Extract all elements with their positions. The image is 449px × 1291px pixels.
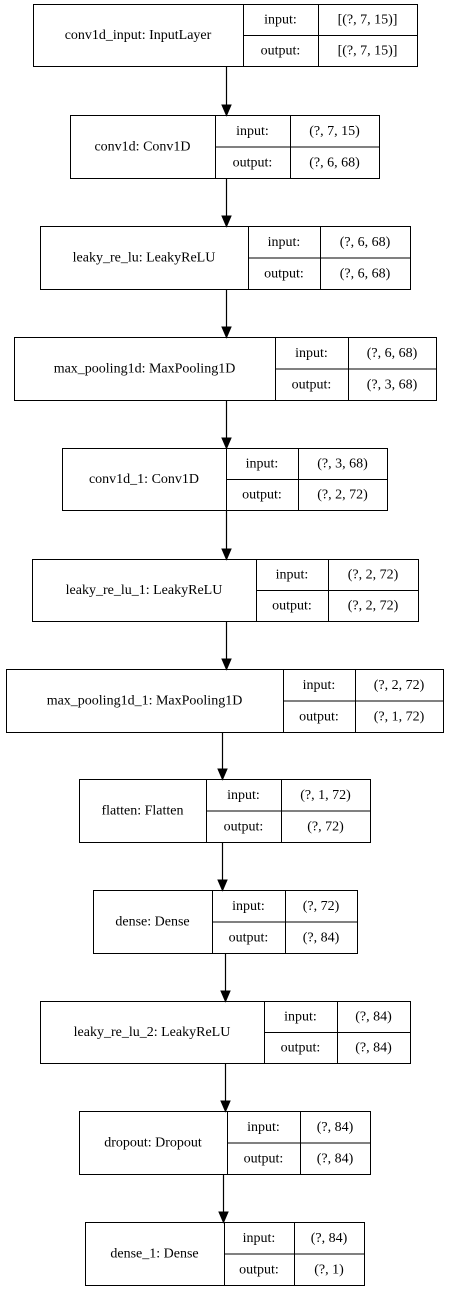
input-shape: (?, 84) <box>311 1231 348 1246</box>
arrowhead-icon <box>218 1211 229 1224</box>
input-label: input: <box>295 346 328 361</box>
layer-node: leaky_re_lu: LeakyReLU input: (?, 6, 68) ou… <box>40 226 411 290</box>
output-shape: (?, 3, 68) <box>367 377 418 392</box>
output-label: output: <box>244 1151 284 1166</box>
input-label: input: <box>232 899 265 914</box>
layer-node: flatten: Flatten input: (?, 1, 72) output: (… <box>79 779 371 843</box>
input-label: input: <box>243 1231 276 1246</box>
output-label: output: <box>224 819 264 834</box>
edge-arrow <box>221 67 232 117</box>
input-label: input: <box>268 235 301 250</box>
input-label: input: <box>247 1120 280 1135</box>
layer-name: dense_1: Dense <box>110 1247 198 1262</box>
layer-node: max_pooling1d: MaxPooling1D input: (?, 6, … <box>14 337 437 401</box>
output-shape: (?, 84) <box>317 1151 354 1166</box>
output-shape: (?, 84) <box>303 930 340 945</box>
layer-node: max_pooling1d_1: MaxPooling1D input: (?, 2… <box>6 669 444 733</box>
input-label: input: <box>264 13 297 28</box>
output-label: output: <box>299 709 339 724</box>
layer-name: leaky_re_lu: LeakyReLU <box>73 251 216 266</box>
edge-arrow <box>217 843 228 892</box>
arrowhead-icon <box>221 548 232 561</box>
input-shape: (?, 2, 72) <box>374 678 425 693</box>
layer-node: leaky_re_lu_2: LeakyReLU input: (?, 84) out… <box>40 1001 411 1064</box>
edge-arrow <box>221 622 232 671</box>
edge-arrow <box>221 401 232 450</box>
arrowhead-icon <box>220 990 231 1003</box>
layer-node: dense_1: Dense input: (?, 84) output: (?, 1) <box>85 1222 365 1286</box>
layer-node: leaky_re_lu_1: LeakyReLU input: (?, 2, 72)… <box>32 559 419 622</box>
arrowhead-icon <box>221 437 232 450</box>
layer-name: conv1d: Conv1D <box>94 140 190 155</box>
output-label: output: <box>229 930 269 945</box>
input-label: input: <box>303 678 336 693</box>
input-label: input: <box>227 788 260 803</box>
output-shape: (?, 6, 68) <box>340 266 391 281</box>
input-shape: (?, 6, 68) <box>367 346 418 361</box>
input-shape: (?, 72) <box>303 899 340 914</box>
input-shape: (?, 7, 15) <box>309 124 360 139</box>
input-shape: (?, 84) <box>317 1120 354 1135</box>
output-label: output: <box>261 44 301 59</box>
edges-group <box>217 67 232 1224</box>
input-shape: (?, 3, 68) <box>317 457 368 472</box>
output-label: output: <box>239 1262 279 1277</box>
output-shape: (?, 6, 68) <box>309 155 360 170</box>
output-shape: (?, 2, 72) <box>348 599 399 614</box>
arrowhead-icon <box>221 104 232 117</box>
layer-name: conv1d_1: Conv1D <box>89 472 199 487</box>
input-shape: (?, 2, 72) <box>348 568 399 583</box>
layer-node: conv1d: Conv1D input: (?, 7, 15) output: (?,… <box>70 115 380 179</box>
input-label: input: <box>276 568 309 583</box>
output-shape: [(?, 7, 15)] <box>338 44 398 59</box>
arrowhead-icon <box>220 1100 231 1113</box>
layer-name: leaky_re_lu_1: LeakyReLU <box>66 583 223 598</box>
layer-name: conv1d_input: InputLayer <box>65 28 212 43</box>
arrowhead-icon <box>217 768 228 781</box>
layer-node: dropout: Dropout input: (?, 84) output: (?, … <box>79 1111 371 1175</box>
arrowhead-icon <box>221 215 232 228</box>
layer-name: flatten: Flatten <box>101 804 183 819</box>
output-label: output: <box>242 488 282 503</box>
layer-name: max_pooling1d_1: MaxPooling1D <box>47 694 243 709</box>
layer-name: dense: Dense <box>115 915 189 930</box>
output-label: output: <box>281 1041 321 1056</box>
layer-node: conv1d_input: InputLayer input: [(?, 7, 15… <box>33 4 418 67</box>
output-label: output: <box>264 266 304 281</box>
output-shape: (?, 72) <box>307 819 344 834</box>
output-label: output: <box>292 377 332 392</box>
edge-arrow <box>220 954 231 1003</box>
edge-arrow <box>221 179 232 228</box>
input-shape: (?, 1, 72) <box>300 788 351 803</box>
input-label: input: <box>236 124 269 139</box>
edge-arrow <box>217 733 228 781</box>
layer-name: max_pooling1d: MaxPooling1D <box>54 362 236 377</box>
edge-arrow <box>218 1175 229 1224</box>
arrowhead-icon <box>217 879 228 892</box>
edge-arrow <box>221 511 232 561</box>
output-shape: (?, 2, 72) <box>317 488 368 503</box>
arrowhead-icon <box>221 658 232 671</box>
edge-arrow <box>221 290 232 339</box>
layer-name: dropout: Dropout <box>104 1136 202 1151</box>
input-shape: [(?, 7, 15)] <box>338 13 398 28</box>
layer-node: conv1d_1: Conv1D input: (?, 3, 68) output: (… <box>62 448 388 511</box>
output-shape: (?, 1, 72) <box>374 709 425 724</box>
input-shape: (?, 84) <box>355 1010 392 1025</box>
layer-node: dense: Dense input: (?, 72) output: (?, 84) <box>93 890 358 954</box>
output-label: output: <box>233 155 273 170</box>
input-shape: (?, 6, 68) <box>340 235 391 250</box>
output-label: output: <box>272 599 312 614</box>
output-shape: (?, 84) <box>355 1041 392 1056</box>
input-label: input: <box>284 1010 317 1025</box>
nodes-group: conv1d_input: InputLayer input: [(?, 7, 15… <box>6 4 444 1286</box>
arrowhead-icon <box>221 326 232 339</box>
layer-name: leaky_re_lu_2: LeakyReLU <box>74 1025 231 1040</box>
input-label: input: <box>246 457 279 472</box>
edge-arrow <box>220 1064 231 1113</box>
output-shape: (?, 1) <box>314 1262 344 1277</box>
